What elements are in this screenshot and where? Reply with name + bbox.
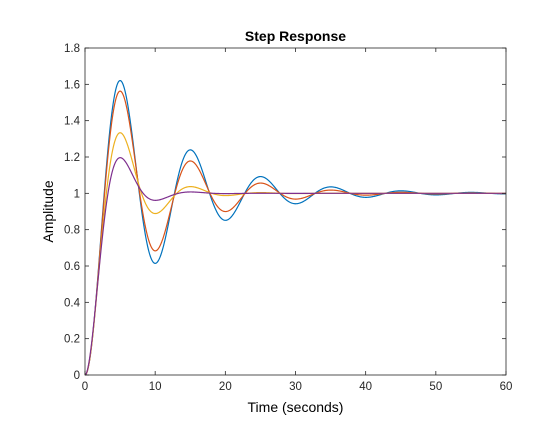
- labels-layer: Step Response Time (seconds) Amplitude: [40, 28, 346, 415]
- series-line-1: [84, 79, 507, 376]
- x-tick-label: 60: [500, 381, 513, 393]
- series-line-4: [84, 157, 507, 376]
- chart-title: Step Response: [245, 28, 346, 44]
- y-tick-label: 0.2: [64, 334, 80, 346]
- x-axis-label: Time (seconds): [248, 399, 344, 415]
- y-tick-label: 1.2: [64, 152, 80, 164]
- x-tick-label: 20: [219, 381, 232, 393]
- y-tick-label: 0.8: [64, 225, 80, 237]
- x-tick-label: 50: [429, 381, 442, 393]
- x-tick-label: 30: [289, 381, 302, 393]
- plot-area: [85, 48, 506, 375]
- x-tick-label: 40: [359, 381, 372, 393]
- series-layer: [84, 79, 507, 376]
- axes-layer: 0 10 20 30 40 50 60 0 0.2 0.4 0.6 0.8 1 1.2 1.4 1.6 1.8: [64, 43, 512, 393]
- y-tick-label: 0.4: [64, 297, 81, 309]
- y-tick-label: 1.6: [64, 79, 80, 91]
- y-tick-label: 1: [74, 188, 80, 200]
- y-tick-label: 0: [74, 370, 80, 382]
- x-tick-label: 10: [149, 381, 162, 393]
- y-tick-label: 0.6: [64, 261, 80, 273]
- y-axis-label: Amplitude: [40, 180, 56, 242]
- x-tick-label: 0: [82, 381, 88, 393]
- y-tick-label: 1.8: [64, 43, 80, 55]
- y-tick-label: 1.4: [64, 116, 81, 128]
